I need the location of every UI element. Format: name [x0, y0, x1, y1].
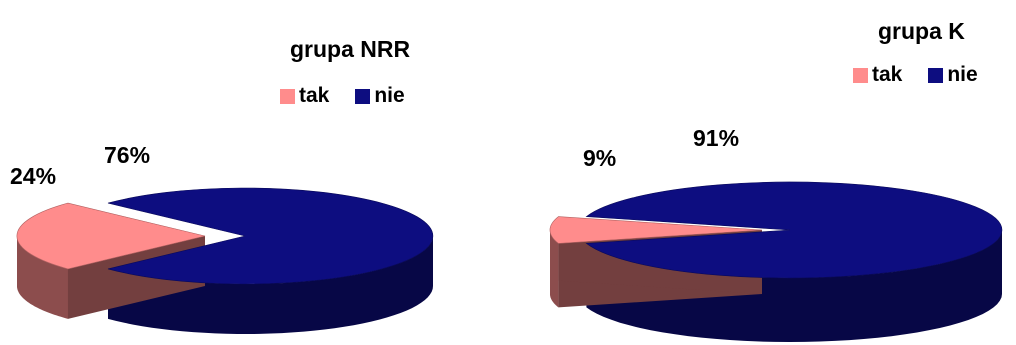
legend-entry-nie: nie [355, 84, 405, 108]
legend: tak nie [280, 84, 405, 108]
legend-swatch-nie [355, 88, 371, 104]
pie-slice-nie [107, 187, 434, 285]
pie-3d [16, 187, 434, 334]
chart-grupa-nrr: grupa NRR tak nie 24% 76% [0, 0, 500, 345]
pie-slice-nie [585, 181, 1003, 279]
chart-title: grupa NRR [290, 36, 411, 62]
pie-side-nie [586, 230, 1002, 342]
pie-side-tak [17, 236, 68, 319]
data-label-nie: 76% [104, 142, 151, 168]
pie-slice-tak [16, 202, 206, 270]
pie-slice-tak [549, 216, 763, 244]
legend-swatch-nie [928, 67, 944, 83]
legend-entry-tak: tak [853, 63, 902, 87]
legend-label-nie: nie [947, 63, 978, 86]
pie-side-tak [550, 230, 559, 308]
legend-label-nie: nie [374, 84, 405, 107]
data-label-tak: 24% [10, 163, 57, 189]
legend-label-tak: tak [299, 84, 330, 107]
legend-label-tak: tak [872, 63, 903, 86]
pie-3d [549, 181, 1003, 342]
chart-grupa-k: grupa K tak nie 9% 91% [508, 0, 1016, 345]
legend-swatch-tak [853, 67, 868, 83]
legend-entry-nie: nie [928, 63, 978, 87]
data-label-nie: 91% [693, 125, 740, 151]
legend-swatch-tak [280, 88, 295, 104]
legend: tak nie [853, 63, 978, 87]
legend-entry-tak: tak [280, 84, 329, 108]
chart-title: grupa K [878, 18, 965, 44]
data-label-tak: 9% [583, 145, 617, 171]
pie-side-nie [108, 236, 433, 334]
